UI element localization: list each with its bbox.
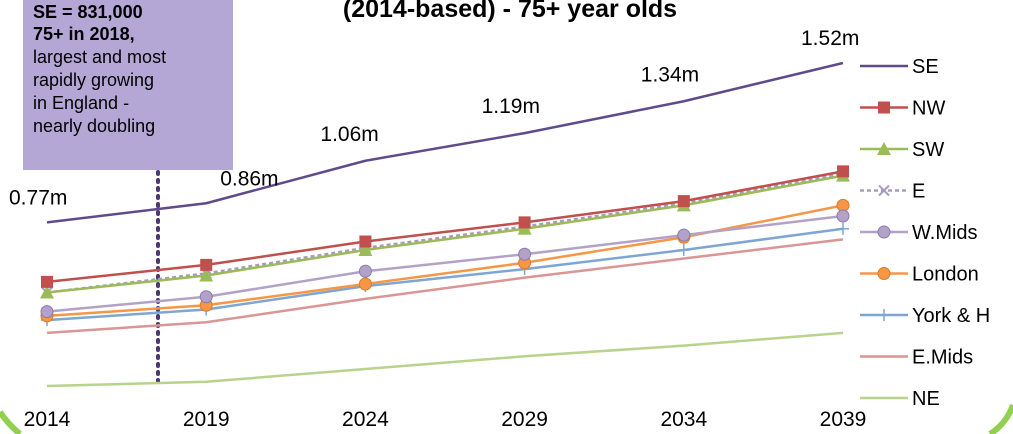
legend-item-w-mids: W.Mids xyxy=(860,222,978,244)
x-tick-2039: 2039 xyxy=(820,408,867,431)
point-w-mids-2039 xyxy=(836,209,850,223)
series-w-mids xyxy=(40,209,850,319)
series-line-york-h xyxy=(46,227,844,322)
legend-label-e: E xyxy=(912,181,925,203)
legend-label-se: SE xyxy=(912,56,939,78)
callout-background xyxy=(23,0,233,170)
x-tick-2014: 2014 xyxy=(24,408,71,431)
point-w-mids-2029 xyxy=(518,247,532,261)
se-label-2024: 1.06m xyxy=(320,123,378,146)
point-nw-2014 xyxy=(41,275,53,288)
series-line-sw xyxy=(46,174,844,294)
point-w-mids-2034 xyxy=(677,228,691,242)
x-tick-2034: 2034 xyxy=(660,408,707,431)
point-nw-2039 xyxy=(837,165,849,178)
legend-label-york-h: York & H xyxy=(912,305,990,327)
legend-marker-sw xyxy=(877,142,891,155)
point-w-mids-2024 xyxy=(358,264,372,278)
se-label-2029: 1.19m xyxy=(482,95,540,118)
point-w-mids-2014 xyxy=(40,305,54,319)
legend-item-e: E xyxy=(860,181,925,203)
series-se xyxy=(46,61,844,224)
chart-title: (2014-based) - 75+ year olds xyxy=(343,0,677,23)
point-nw-2024 xyxy=(359,235,372,248)
point-sw-2014 xyxy=(40,285,54,299)
series-nw xyxy=(41,165,849,288)
se-value-labels: 0.77m 0.86m 1.06m 1.19m 1.34m 1.52m xyxy=(9,27,859,209)
callout-line-2: 75+ in 2018, xyxy=(33,24,135,44)
callout-line-4: rapidly growing xyxy=(33,70,154,90)
legend-label-w-mids: W.Mids xyxy=(912,222,978,244)
series-line-e-mids xyxy=(46,238,844,335)
legend-item-sw: SW xyxy=(860,139,944,161)
series-layer xyxy=(40,61,850,388)
legend-marker-york-h xyxy=(878,309,890,321)
legend-label-london: London xyxy=(912,264,979,286)
point-york-h-2034 xyxy=(677,244,690,256)
point-nw-2034 xyxy=(677,195,690,208)
callout-line-5: in England - xyxy=(33,93,129,113)
series-line-w-mids xyxy=(46,214,844,313)
series-sw xyxy=(40,168,850,299)
legend-label-nw: NW xyxy=(912,98,945,120)
se-label-2039: 1.52m xyxy=(801,27,859,50)
legend-item-se: SE xyxy=(860,56,939,78)
legend-label-ne: NE xyxy=(912,388,940,410)
frame-bottom-left xyxy=(0,410,22,434)
legend-label-e-mids: E.Mids xyxy=(912,347,973,369)
series-line-ne xyxy=(46,331,844,388)
point-nw-2029 xyxy=(518,216,531,229)
x-tick-2019: 2019 xyxy=(183,408,230,431)
legend: SE NW SW E W.Mids London York & H E.Mids NE xyxy=(860,56,990,410)
legend-marker-w-mids xyxy=(877,225,891,239)
series-line-nw xyxy=(46,170,844,284)
series-e-mids xyxy=(46,238,844,335)
legend-label-sw: SW xyxy=(912,139,944,161)
legend-item-nw: NW xyxy=(860,98,945,120)
point-sw-2024 xyxy=(358,243,373,256)
frame-bottom-right xyxy=(988,403,1013,434)
point-sw-2019 xyxy=(199,268,214,282)
callout-box: SE = 831,000 75+ in 2018, largest and mo… xyxy=(23,0,233,170)
legend-item-e-mids: E.Mids xyxy=(860,347,973,369)
series-london xyxy=(40,198,850,323)
legend-marker-e xyxy=(878,184,890,197)
se-label-2019: 0.86m xyxy=(220,167,278,190)
x-tick-2029: 2029 xyxy=(501,408,548,431)
x-tick-2024: 2024 xyxy=(342,408,389,431)
se-label-2034: 1.34m xyxy=(641,63,699,86)
point-york-h-2039 xyxy=(837,222,849,235)
legend-item-london: London xyxy=(860,264,979,286)
legend-item-york-h: York & H xyxy=(860,305,990,327)
point-nw-2019 xyxy=(200,258,213,271)
series-ne xyxy=(46,331,844,388)
point-london-2024 xyxy=(358,277,372,291)
legend-item-ne: NE xyxy=(860,388,940,410)
series-line-se xyxy=(46,61,844,224)
series-line-e xyxy=(46,172,844,294)
point-w-mids-2019 xyxy=(199,290,213,304)
legend-marker-london xyxy=(877,267,891,280)
x-axis-ticks: 2014 2019 2024 2029 2034 2039 xyxy=(24,408,867,431)
se-label-2014: 0.77m xyxy=(9,186,67,209)
callout-line-3: largest and most xyxy=(33,47,166,67)
callout-line-6: nearly doubling xyxy=(33,116,155,136)
callout-line-1: SE = 831,000 xyxy=(33,2,143,22)
legend-marker-nw xyxy=(878,101,890,114)
